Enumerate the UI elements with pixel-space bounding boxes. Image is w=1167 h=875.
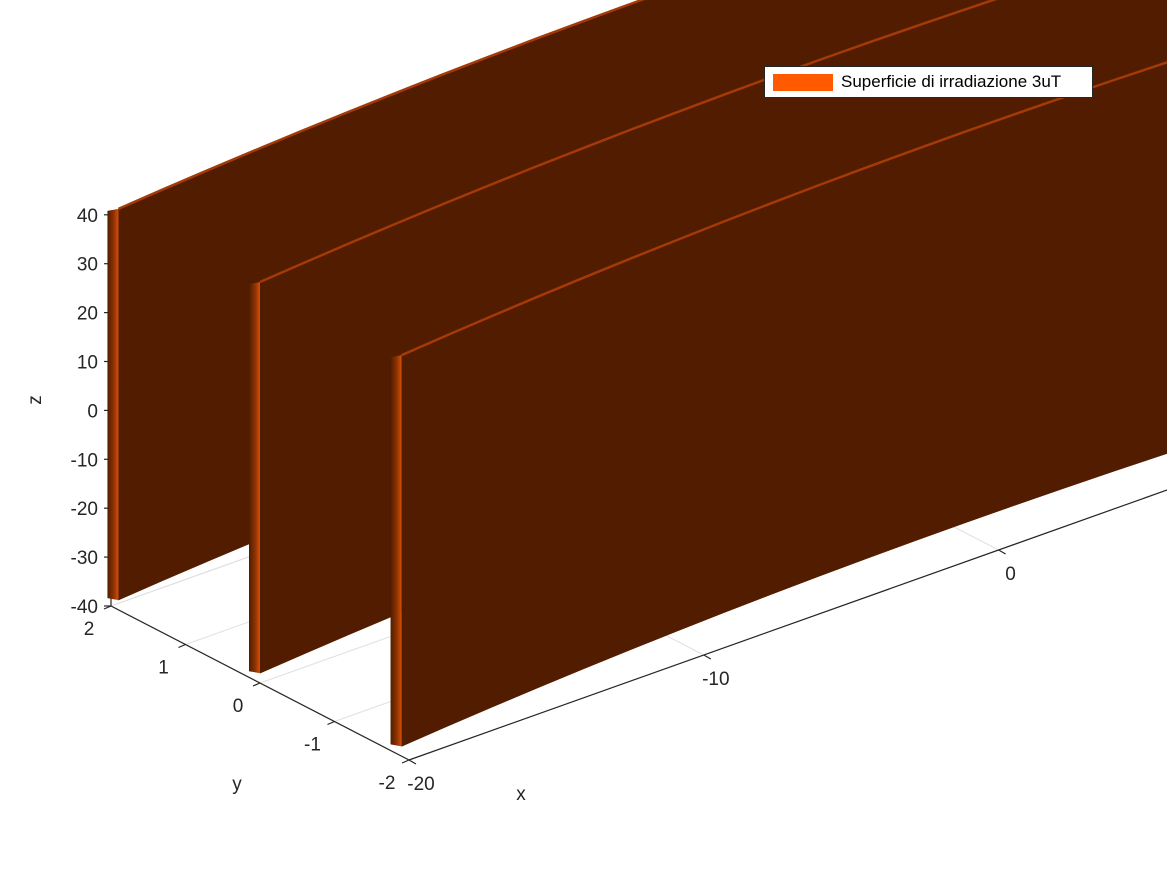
surface-rim [401,61,1167,357]
y-tick [401,759,410,764]
x-tick-label: 0 [1005,564,1016,585]
z-tick-label: -20 [71,499,98,520]
x-tick [703,654,712,660]
y-axis-title: y [232,774,242,795]
legend-swatch [773,73,833,91]
y-tick-label: 2 [84,619,95,640]
x-tick-label: -10 [702,669,729,690]
y-tick [252,682,261,687]
y-tick [178,643,186,649]
z-tick-label: 30 [77,255,98,276]
surface-edge-highlight [107,208,119,601]
z-tick-label: 0 [87,401,98,422]
y-tick-label: -1 [304,735,321,756]
surface-layer [107,0,1167,747]
z-tick-label: -10 [71,450,98,471]
z-tick-label: -30 [71,548,98,569]
y-tick-label: 1 [158,658,169,679]
z-tick-label: 40 [77,206,98,227]
y-tick [327,720,335,726]
surface-rim [259,0,998,284]
y-tick-label: 0 [233,696,244,717]
surface-edge-highlight [390,355,402,747]
surface-edge-highlight [249,282,260,674]
legend: Superficie di irradiazione 3uT [764,66,1093,98]
z-tick-label: 10 [77,353,98,374]
x-tick-label: -20 [407,774,434,795]
surface-rim [117,0,646,211]
x-tick [408,759,417,765]
x-axis-title: x [516,784,526,805]
y-tick-label: -2 [379,773,396,794]
legend-label: Superficie di irradiazione 3uT [841,72,1062,91]
axis-labels: -20-1001020-2-1012-40-30-20-10010203040x… [25,206,1016,805]
z-tick-label: -40 [71,597,98,618]
z-tick-label: 20 [77,304,98,325]
z-axis-title: z [25,395,46,405]
x-tick [998,549,1006,555]
